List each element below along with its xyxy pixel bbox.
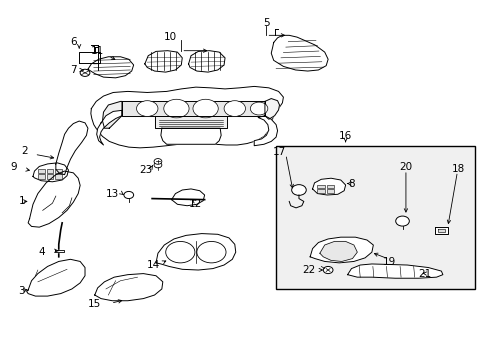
Text: 7: 7	[70, 65, 77, 75]
Text: 16: 16	[338, 131, 351, 141]
Polygon shape	[437, 229, 444, 232]
Bar	[38, 169, 44, 173]
Polygon shape	[88, 57, 133, 78]
Circle shape	[250, 102, 267, 115]
Circle shape	[291, 185, 305, 195]
Polygon shape	[156, 234, 235, 270]
Polygon shape	[161, 128, 221, 144]
Polygon shape	[347, 264, 442, 278]
Text: 3: 3	[19, 286, 25, 296]
Text: 22: 22	[302, 265, 315, 275]
Text: 4: 4	[38, 247, 44, 257]
Circle shape	[193, 99, 218, 118]
Bar	[317, 189, 324, 193]
Text: 21: 21	[417, 269, 430, 279]
Bar	[326, 189, 334, 193]
Circle shape	[323, 266, 332, 274]
Bar	[276, 146, 474, 289]
Text: 6: 6	[70, 37, 77, 48]
Circle shape	[80, 69, 90, 76]
Text: 2: 2	[21, 147, 28, 157]
Polygon shape	[188, 51, 224, 72]
Polygon shape	[144, 51, 182, 72]
Circle shape	[165, 242, 195, 263]
Polygon shape	[102, 102, 122, 128]
Text: 23: 23	[140, 165, 153, 175]
Polygon shape	[97, 111, 122, 145]
Polygon shape	[33, 163, 68, 182]
Text: 10: 10	[163, 32, 177, 42]
Text: 13: 13	[105, 189, 119, 199]
Polygon shape	[434, 227, 447, 234]
Bar	[55, 169, 62, 173]
Circle shape	[136, 101, 158, 116]
Polygon shape	[56, 121, 88, 175]
Circle shape	[197, 242, 225, 263]
Polygon shape	[79, 52, 100, 63]
Polygon shape	[154, 116, 227, 128]
Text: 8: 8	[347, 179, 354, 189]
Polygon shape	[122, 102, 264, 116]
Polygon shape	[91, 86, 283, 148]
Circle shape	[154, 158, 162, 164]
Bar	[317, 185, 324, 188]
Text: 9: 9	[10, 162, 17, 172]
Polygon shape	[254, 116, 277, 146]
Text: 1: 1	[19, 197, 25, 206]
Circle shape	[123, 192, 133, 199]
Text: 12: 12	[189, 199, 202, 209]
Bar	[38, 174, 44, 179]
Bar	[55, 174, 62, 179]
Circle shape	[224, 101, 245, 116]
Circle shape	[395, 216, 408, 226]
Polygon shape	[95, 274, 163, 301]
Polygon shape	[27, 259, 85, 296]
Polygon shape	[271, 35, 327, 71]
Polygon shape	[171, 189, 204, 206]
Bar	[46, 169, 53, 173]
Text: 14: 14	[146, 260, 160, 270]
Text: 5: 5	[263, 18, 269, 28]
Text: 15: 15	[88, 299, 101, 309]
Text: 19: 19	[382, 257, 395, 267]
Polygon shape	[319, 242, 357, 261]
Circle shape	[154, 162, 162, 168]
Bar	[46, 174, 53, 179]
Text: 17: 17	[272, 147, 285, 157]
Polygon shape	[309, 237, 372, 263]
Polygon shape	[28, 171, 80, 227]
Polygon shape	[55, 249, 63, 252]
Polygon shape	[264, 99, 279, 119]
Text: 18: 18	[451, 164, 464, 174]
Polygon shape	[312, 178, 345, 195]
Circle shape	[163, 99, 189, 118]
Text: 11: 11	[91, 46, 104, 56]
Text: 20: 20	[399, 162, 412, 172]
Bar	[326, 185, 334, 188]
